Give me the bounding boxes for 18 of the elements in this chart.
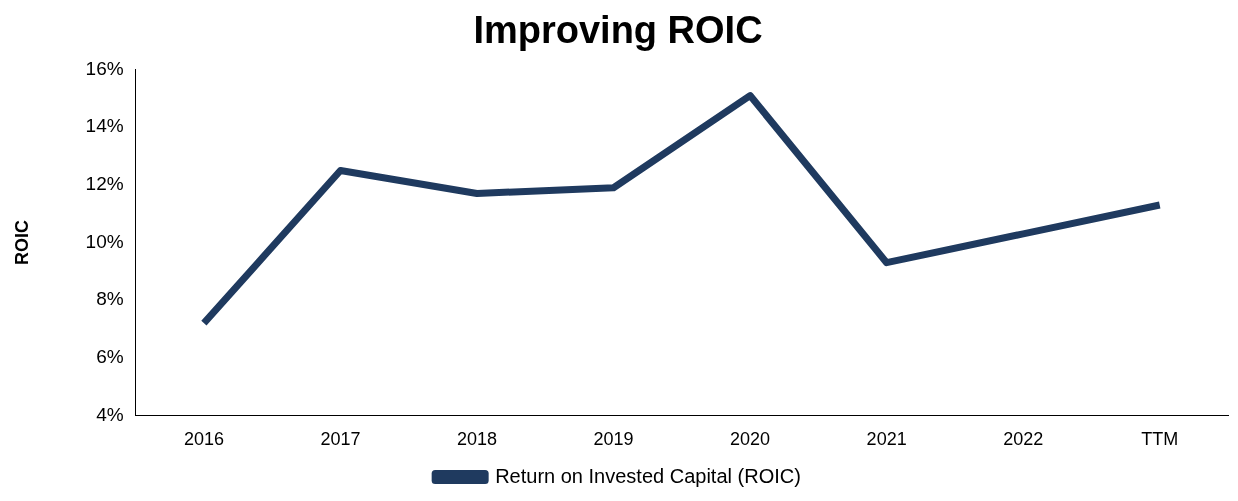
y-tick-label: 12% [85, 173, 124, 195]
y-axis-title: ROIC [11, 220, 32, 265]
legend-label: Return on Invested Capital (ROIC) [495, 464, 801, 487]
y-tick-label: 4% [96, 403, 124, 425]
x-tick-label: 2016 [183, 429, 224, 450]
x-tick-label: 2020 [730, 429, 771, 450]
x-tick-label: 2017 [320, 429, 361, 450]
x-tick-label: 2022 [1003, 429, 1044, 450]
x-tick-label: 2018 [456, 429, 498, 450]
y-tick-label: 10% [85, 230, 124, 252]
y-tick-label: 14% [85, 115, 124, 137]
y-tick-label: 6% [96, 346, 124, 367]
x-tick-label: TTM [1141, 429, 1179, 450]
x-tick-label: 2019 [593, 429, 634, 450]
y-tick-label: 8% [96, 288, 124, 310]
chart-title: Improving ROIC [473, 9, 763, 52]
x-tick-label: 2021 [866, 429, 907, 450]
y-tick-label: 16% [85, 57, 124, 79]
